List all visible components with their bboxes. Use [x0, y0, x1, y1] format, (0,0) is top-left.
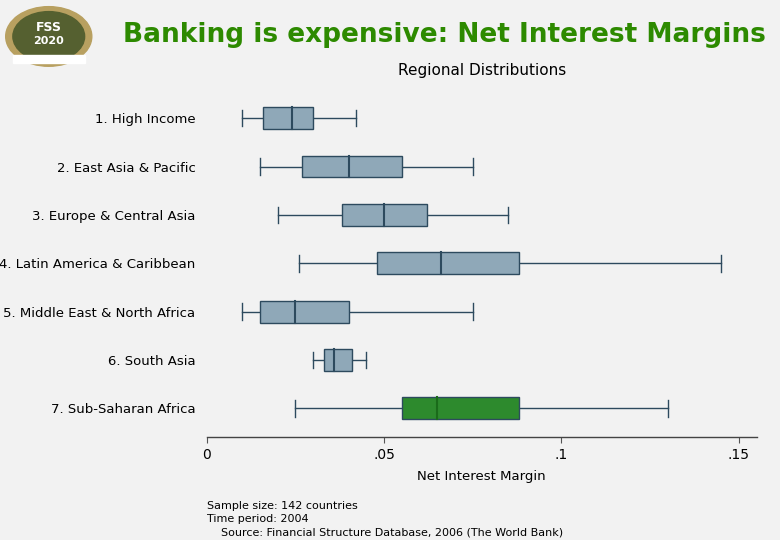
Bar	[342, 204, 427, 226]
Circle shape	[12, 11, 84, 62]
Text: Banking is expensive: Net Interest Margins: Banking is expensive: Net Interest Margi…	[123, 22, 766, 48]
X-axis label: Net Interest Margin: Net Interest Margin	[417, 470, 546, 483]
Text: 2020: 2020	[34, 36, 64, 46]
Bar	[260, 301, 349, 322]
Bar	[303, 156, 402, 177]
Bar	[402, 397, 519, 419]
Bar	[264, 107, 313, 129]
Title: Regional Distributions: Regional Distributions	[398, 63, 566, 78]
Bar	[324, 349, 352, 371]
Circle shape	[5, 6, 92, 66]
Text: Sample size: 142 countries
Time period: 2004
    Source: Financial Structure Dat: Sample size: 142 countries Time period: …	[207, 501, 563, 537]
Text: FSS: FSS	[36, 21, 62, 34]
Bar	[377, 252, 519, 274]
Bar	[12, 55, 85, 63]
